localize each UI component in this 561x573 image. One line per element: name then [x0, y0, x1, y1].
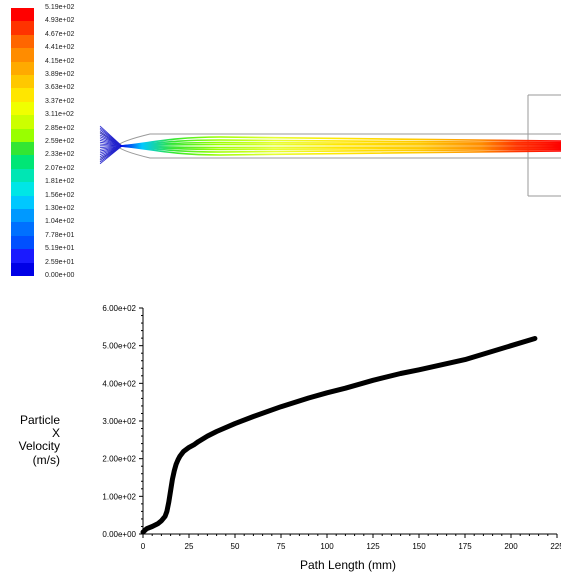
legend-swatch — [11, 88, 34, 103]
legend-tick-label: 4.93e+02 — [45, 17, 75, 25]
x-tick-label: 125 — [366, 542, 380, 551]
legend-swatch — [11, 235, 34, 250]
legend-tick-label: 3.37e+02 — [45, 97, 75, 105]
legend-swatch — [11, 34, 34, 49]
legend-tick-label: 2.07e+02 — [45, 164, 75, 172]
y-axis-label-line: Particle — [20, 413, 60, 427]
x-tick-label: 50 — [231, 542, 240, 551]
legend-swatch — [11, 8, 34, 22]
legend-tick-label: 7.78e+01 — [45, 231, 75, 239]
legend-swatch — [11, 75, 34, 89]
legend-tick-label: 4.15e+02 — [45, 57, 75, 65]
y-axis-label-line: Velocity — [19, 439, 60, 453]
legend-swatch — [11, 262, 34, 277]
y-axis-label-line: X — [52, 426, 60, 440]
chart-ticks: 0 25 50 75 100 125 150 175 200 225 0.00e+00 1.00e+0… — [102, 304, 561, 551]
y-tick-label: 1.00e+02 — [102, 492, 136, 501]
x-tick-label: 150 — [412, 542, 426, 551]
y-axis-label-line: (m/s) — [33, 453, 60, 467]
y-tick-label: 4.00e+02 — [102, 379, 136, 388]
legend-tick-label: 2.33e+02 — [45, 151, 75, 159]
particle-track-visualization — [99, 94, 561, 197]
chart-series — [140, 336, 538, 535]
legend-swatch — [11, 61, 34, 76]
legend-swatch — [11, 101, 34, 116]
legend-tick-label: 1.04e+02 — [45, 218, 75, 226]
legend-tick-label: 3.89e+02 — [45, 71, 75, 78]
legend-swatch — [11, 209, 34, 223]
x-axis-label: Path Length (mm) — [300, 558, 396, 572]
x-tick-label: 0 — [141, 542, 146, 551]
x-tick-label: 200 — [504, 542, 518, 551]
legend-tick-label: 3.63e+02 — [45, 84, 75, 92]
legend-swatch — [11, 142, 34, 156]
legend-tick-label: 5.19e+01 — [45, 245, 75, 253]
legend-tick-label: 2.59e+01 — [45, 258, 75, 266]
color-legend: 5.19e+02 4.93e+02 4.67e+02 4.41e+02 4.15e+02… — [11, 4, 111, 286]
legend-swatch — [11, 21, 34, 36]
inlet-ray — [99, 145, 123, 165]
legend-tick-label: 3.11e+02 — [45, 111, 74, 119]
legend-tick-label: 5.19e+02 — [45, 4, 75, 11]
velocity-chart: 0 25 50 75 100 125 150 175 200 225 0.00e+00 1.00e+0… — [19, 304, 561, 572]
chart-axes — [142, 308, 557, 535]
x-tick-label: 225 — [550, 542, 561, 551]
spray-inlet-fan — [99, 125, 123, 165]
legend-swatch — [11, 222, 34, 237]
x-tick-label: 175 — [458, 542, 472, 551]
y-tick-label: 5.00e+02 — [102, 342, 136, 351]
x-tick-label: 100 — [320, 542, 334, 551]
legend-tick-label: 1.30e+02 — [45, 205, 75, 212]
legend-swatch — [11, 155, 34, 170]
legend-tick-label: 4.41e+02 — [45, 44, 75, 52]
legend-swatch — [11, 168, 34, 183]
legend-tick-label: 1.81e+02 — [45, 178, 75, 186]
y-tick-label: 6.00e+02 — [102, 304, 136, 313]
legend-swatch — [11, 195, 34, 210]
legend-swatch — [11, 249, 34, 264]
legend-swatch — [11, 128, 34, 143]
legend-tick-label: 1.56e+02 — [45, 191, 75, 199]
legend-swatch — [11, 182, 34, 197]
y-tick-label: 0.00e+00 — [102, 530, 136, 539]
legend-tick-label: 0.00e+00 — [45, 272, 75, 279]
velocity-curve — [140, 336, 538, 535]
legend-swatch — [11, 115, 34, 130]
y-tick-label: 3.00e+02 — [102, 417, 136, 426]
particle-tracks — [119, 136, 561, 156]
y-tick-label: 2.00e+02 — [102, 455, 136, 464]
legend-tick-label: 2.59e+02 — [45, 138, 75, 145]
x-tick-label: 75 — [277, 542, 286, 551]
x-tick-label: 25 — [185, 542, 194, 551]
legend-tick-label: 2.85e+02 — [45, 124, 75, 132]
legend-tick-label: 4.67e+02 — [45, 30, 75, 38]
legend-swatch — [11, 48, 34, 63]
